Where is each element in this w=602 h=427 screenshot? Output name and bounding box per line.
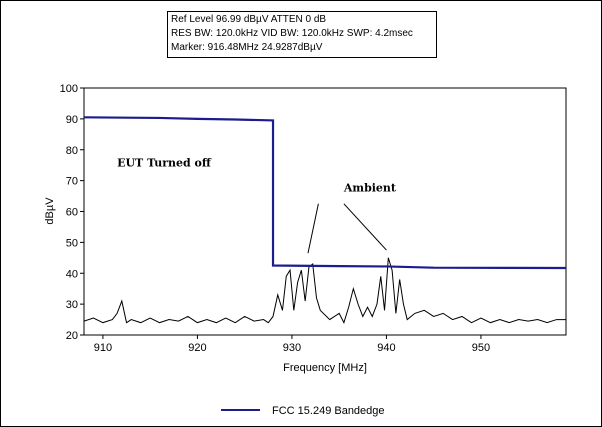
y-tick-label: 50 xyxy=(66,237,78,249)
x-axis-label: Frequency [MHz] xyxy=(283,362,367,374)
marker-line: Marker: 916.48MHz 24.9287dBµV xyxy=(171,42,323,53)
annotation-label: Ambient xyxy=(343,181,397,194)
measurement-info-box: Ref Level 96.99 dBµV ATTEN 0 dB RES BW: … xyxy=(167,11,437,58)
y-tick-label: 30 xyxy=(66,299,78,311)
y-tick-label: 20 xyxy=(66,330,78,342)
y-tick-label: 40 xyxy=(66,268,78,280)
ref-level-line: Ref Level 96.99 dBµV ATTEN 0 dB xyxy=(171,14,327,25)
y-tick-label: 60 xyxy=(66,207,78,219)
y-axis: 20 30 40 50 60 70 80 90 100 xyxy=(60,83,84,342)
annotation-label: EUT Turned off xyxy=(117,157,212,170)
x-tick-label: 950 xyxy=(472,342,490,354)
x-tick-label: 930 xyxy=(283,342,301,354)
y-tick-label: 90 xyxy=(66,114,78,126)
series-layer xyxy=(83,116,567,324)
y-tick-label: 100 xyxy=(60,83,78,95)
annotation-arrow xyxy=(343,203,387,251)
bandwidth-line: RES BW: 120.0kHz VID BW: 120.0kHz SWP: 4… xyxy=(171,28,413,39)
legend-label: FCC 15.249 Bandedge xyxy=(272,405,385,417)
x-tick-label: 920 xyxy=(188,342,206,354)
y-tick-label: 70 xyxy=(66,176,78,188)
y-tick-label: 80 xyxy=(66,145,78,157)
limit-line xyxy=(83,116,567,270)
ambient-trace-line xyxy=(83,257,566,324)
annotation-layer: EUT Turned off Ambient xyxy=(117,157,397,254)
x-tick-label: 910 xyxy=(94,342,112,354)
annotation-arrow xyxy=(307,203,319,254)
x-tick-label: 940 xyxy=(377,342,395,354)
plot-area xyxy=(83,87,567,336)
x-axis: 910 920 930 940 950 xyxy=(94,335,490,354)
y-axis-label: dBµV xyxy=(44,197,56,225)
